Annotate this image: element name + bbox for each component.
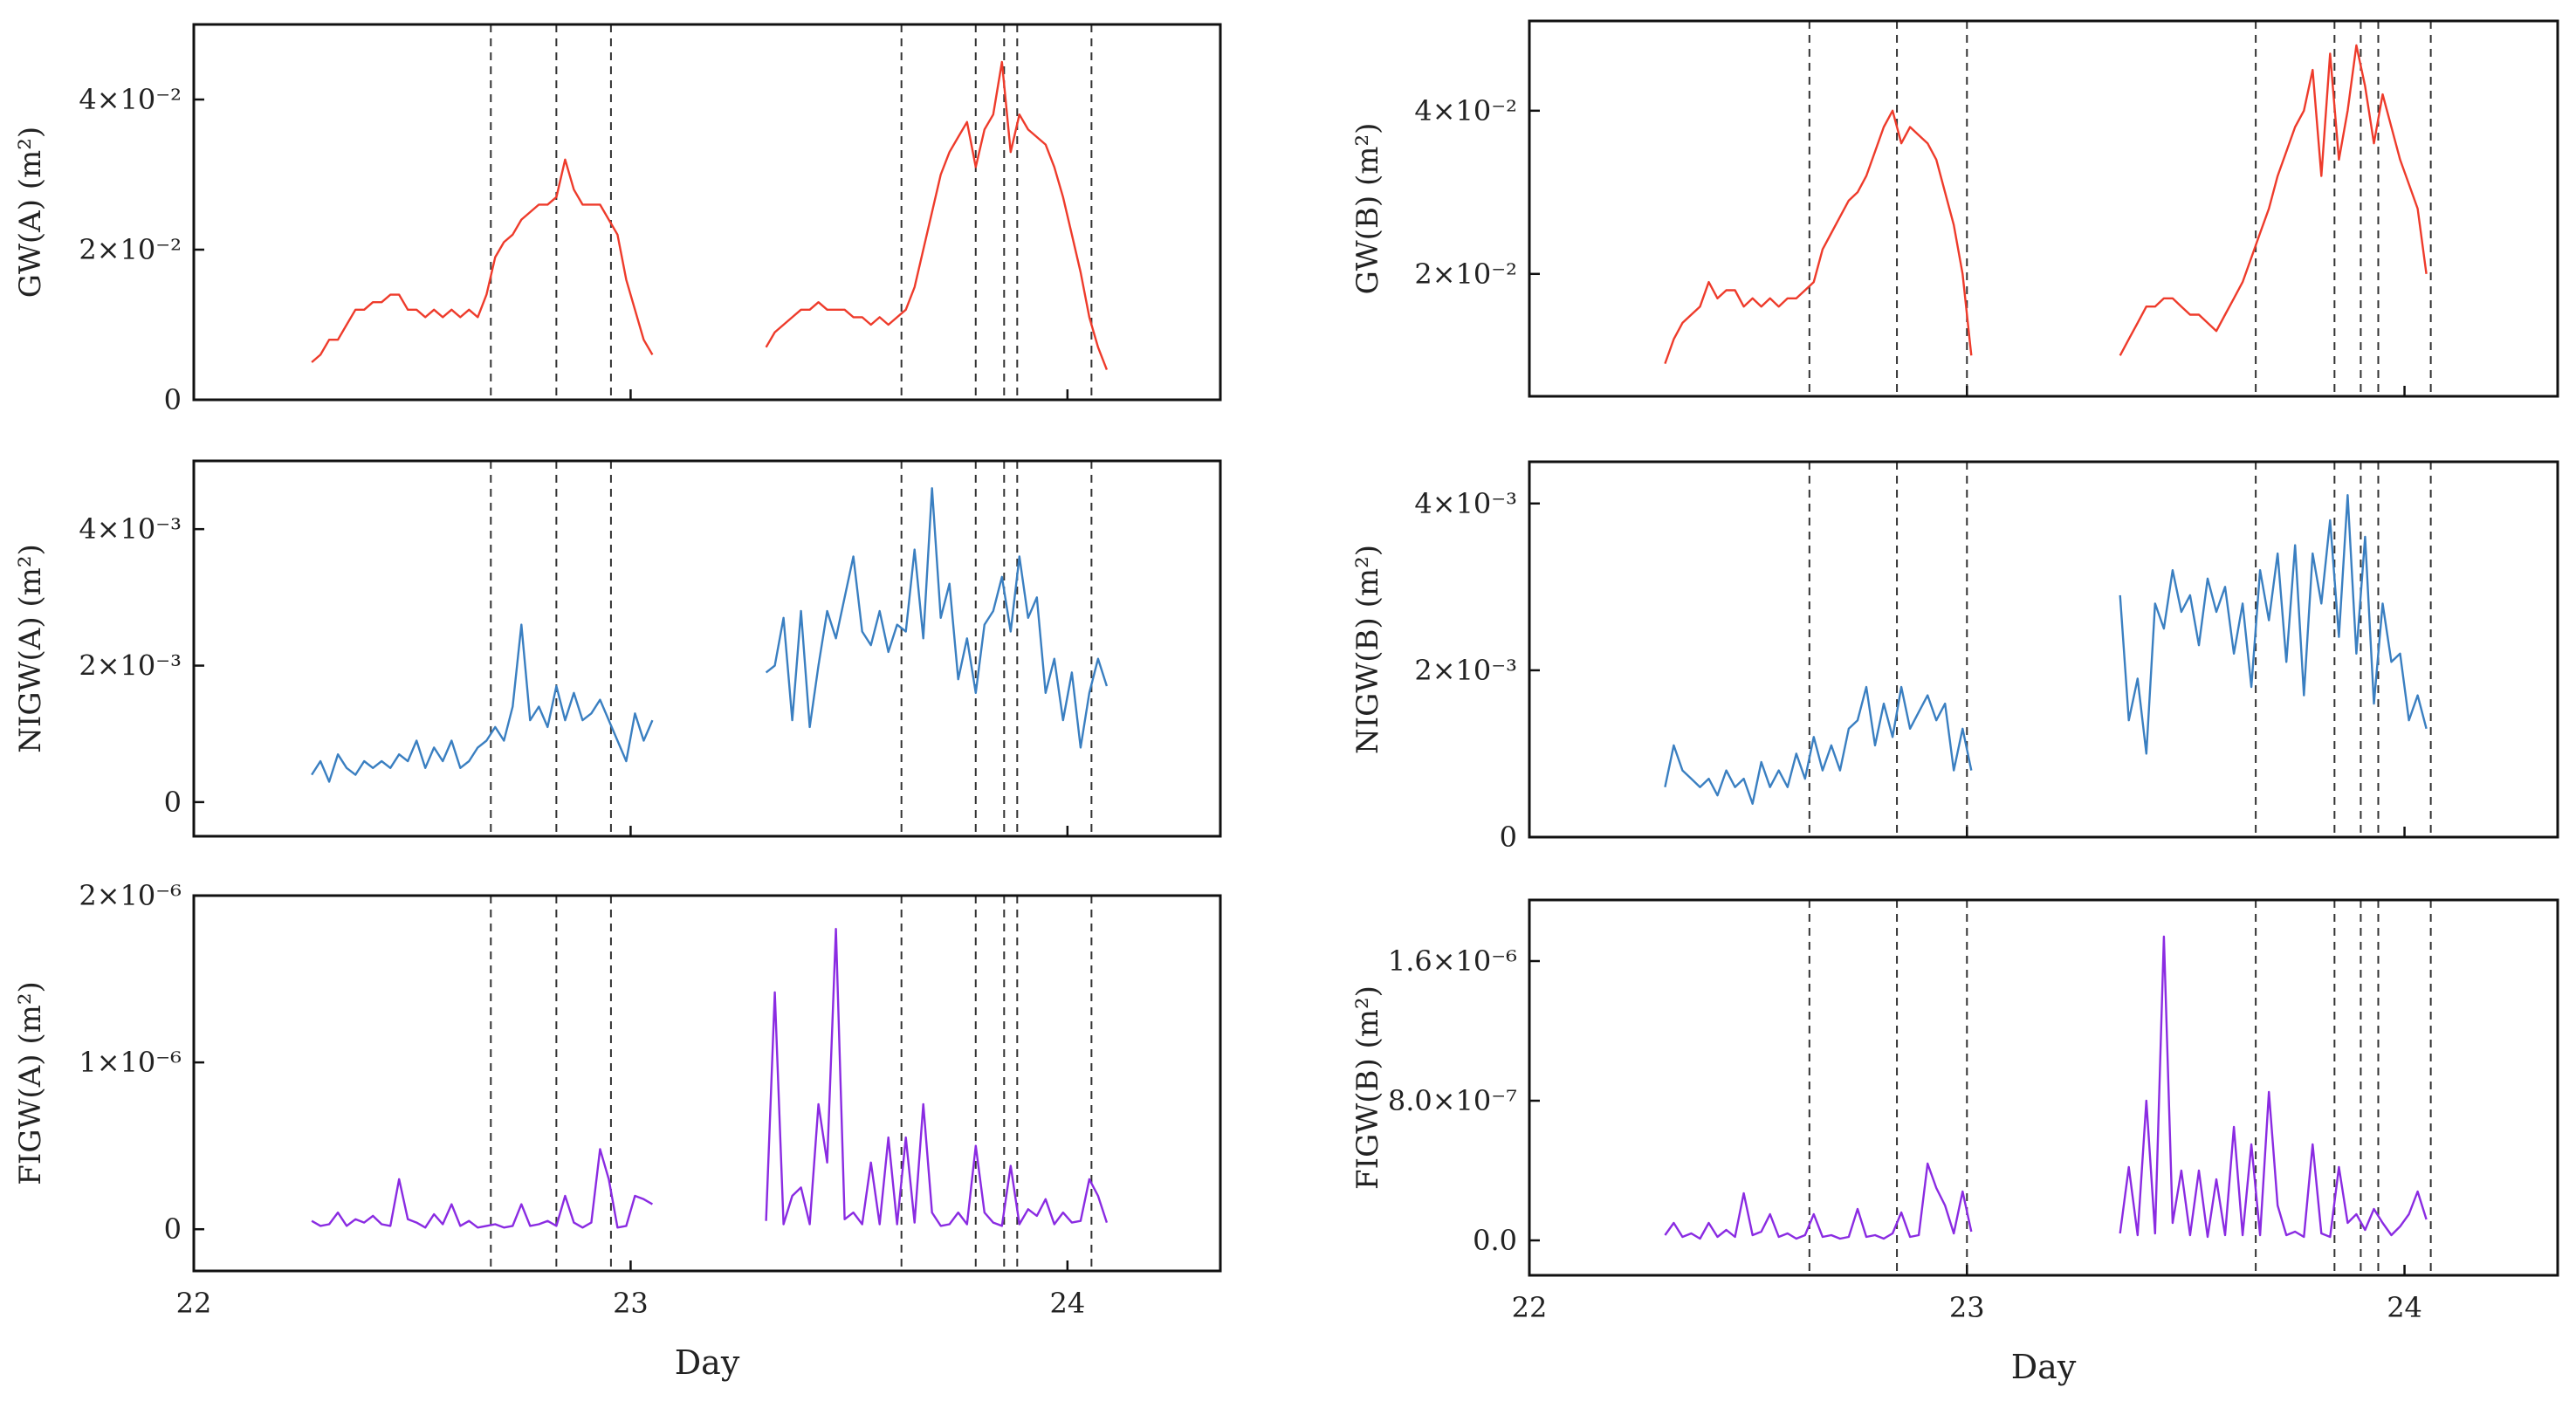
y-axis-title: GW(A) (m²)	[13, 127, 48, 298]
panel-figw-b: 0.0 8.0×10⁻⁷ 1.6×10⁻⁶ 22 23 24 FIGW(B) (m²) Day	[1350, 898, 2559, 1386]
plot-frame	[1528, 460, 2559, 839]
figw-b-series-1	[1664, 1162, 1973, 1240]
y-tick-label: 2×10⁻³	[1414, 654, 1517, 687]
y-tick-label: 0	[164, 786, 182, 819]
y-axis-title: NIGW(B) (m²)	[1350, 545, 1385, 754]
x-axis-title: Day	[2011, 1348, 2077, 1386]
y-tick-label: 2×10⁻²	[1414, 258, 1517, 291]
y-tick-label: 0	[1500, 821, 1517, 854]
nigw-a-series-2	[765, 487, 1109, 749]
panel-nigw-b: 0 2×10⁻³ 4×10⁻³ NIGW(B) (m²)	[1350, 460, 2559, 854]
y-tick-label: 4×10⁻³	[1414, 487, 1517, 520]
x-tick-label: 23	[613, 1287, 649, 1320]
nigw-a-series-1	[311, 623, 654, 783]
gw-b-series-1	[1664, 109, 1973, 365]
panel-gw-b: 2×10⁻² 4×10⁻² GW(B) (m²)	[1350, 19, 2559, 398]
y-tick-label: 1×10⁻⁶	[79, 1046, 182, 1079]
panel-nigw-a: 0 2×10⁻³ 4×10⁻³ NIGW(A) (m²)	[13, 459, 1222, 838]
y-tick-label: 2×10⁻⁶	[79, 879, 182, 912]
gw-a-series-1	[311, 158, 654, 363]
x-tick-label: 24	[1049, 1287, 1085, 1320]
x-tick-label: 23	[1949, 1291, 1985, 1324]
nigw-b-series-2	[2119, 494, 2428, 755]
y-axis-title: FIGW(A) (m²)	[13, 981, 48, 1185]
nigw-b-series-1	[1664, 685, 1973, 805]
x-axis-title: Day	[675, 1343, 740, 1382]
y-tick-label: 2×10⁻²	[79, 233, 182, 266]
y-tick-label: 4×10⁻²	[79, 83, 182, 116]
gw-a-series-2	[765, 60, 1109, 371]
panel-figw-a: 0 1×10⁻⁶ 2×10⁻⁶ 22 23 24 FIGW(A) (m²) Day	[13, 879, 1222, 1382]
y-tick-label: 0	[164, 383, 182, 416]
y-tick-label: 4×10⁻²	[1414, 94, 1517, 127]
x-tick-label: 24	[2387, 1291, 2422, 1324]
y-tick-label: 8.0×10⁻⁷	[1388, 1084, 1517, 1117]
y-tick-label: 1.6×10⁻⁶	[1388, 944, 1517, 978]
y-tick-label: 0.0	[1473, 1224, 1517, 1257]
plot-frame	[192, 894, 1222, 1273]
figw-a-series-1	[311, 1148, 654, 1229]
gw-b-series-2	[2119, 44, 2428, 356]
figw-b-series-2	[2119, 935, 2428, 1239]
y-tick-label: 0	[164, 1212, 182, 1246]
figw-a-series-2	[765, 927, 1109, 1227]
x-tick-label: 22	[176, 1287, 212, 1320]
x-tick-label: 22	[1512, 1291, 1548, 1324]
panel-gw-a: 0 2×10⁻² 4×10⁻² GW(A) (m²)	[13, 23, 1222, 416]
y-axis-title: NIGW(A) (m²)	[13, 544, 48, 753]
plot-frame	[192, 23, 1222, 402]
plot-frame	[1528, 19, 2559, 398]
y-axis-title: GW(B) (m²)	[1350, 123, 1385, 295]
plot-frame	[1528, 898, 2559, 1277]
y-axis-title: FIGW(B) (m²)	[1350, 986, 1385, 1190]
plot-frame	[192, 459, 1222, 838]
y-tick-label: 2×10⁻³	[79, 649, 182, 683]
y-tick-label: 4×10⁻³	[79, 512, 182, 546]
